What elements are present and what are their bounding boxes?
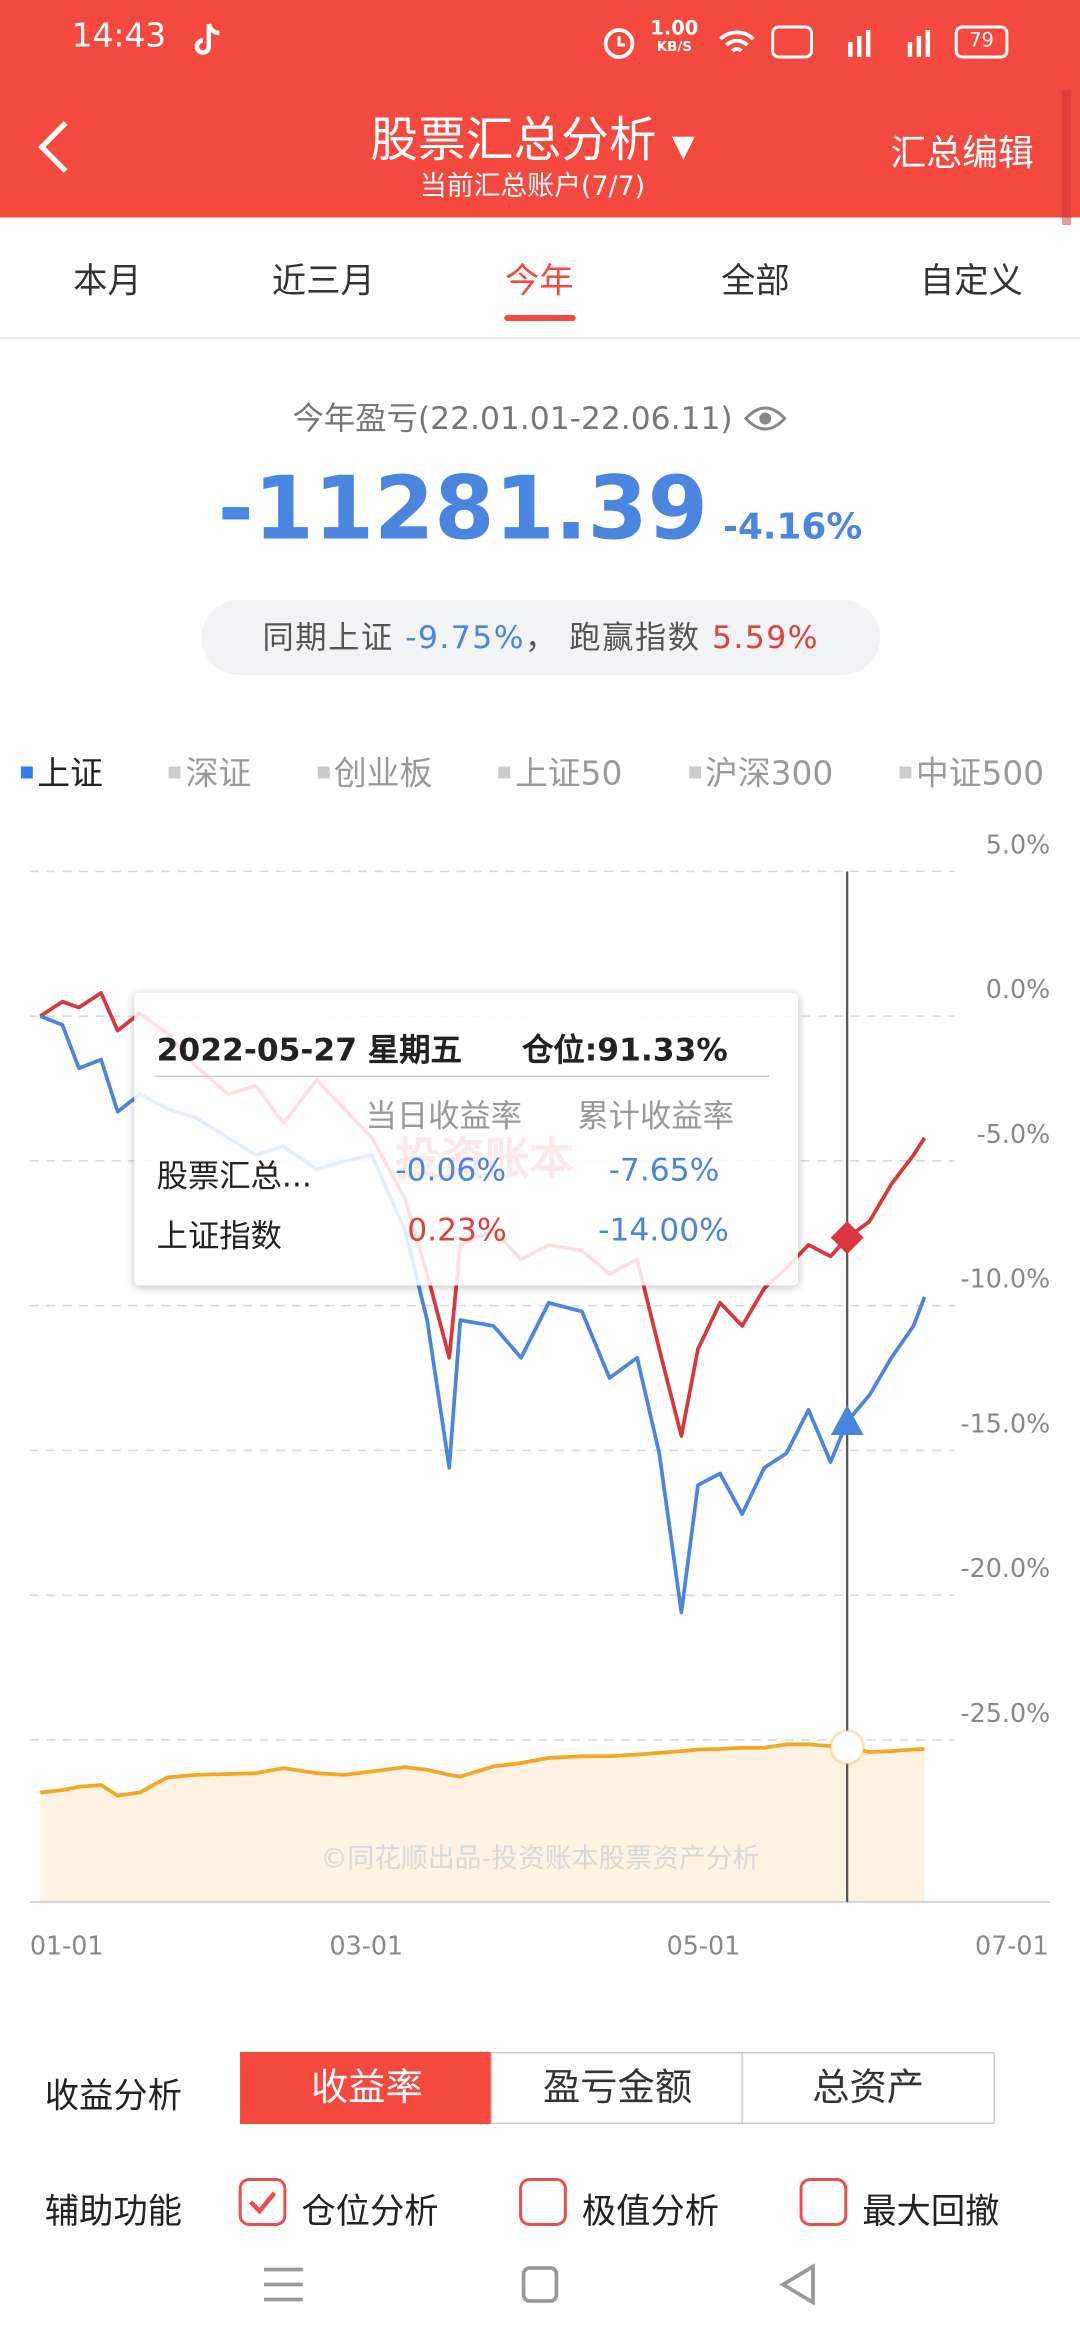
selected-marker — [830, 1404, 864, 1435]
profit-rate: -4.16% — [723, 505, 863, 548]
tooltip-header: 累计收益率 — [577, 1098, 734, 1134]
x-tick-label: 07-01 — [975, 1930, 1049, 1960]
x-tick-label: 01-01 — [30, 1930, 104, 1960]
chart-watermark: ©同花顺出品-投资账本股票资产分析 — [321, 1843, 760, 1874]
analysis-option[interactable]: 总资产 — [741, 2052, 995, 2124]
tooltip-cumulative: -7.65% — [608, 1152, 720, 1188]
period-tab[interactable]: 本月 — [73, 262, 142, 302]
title-text: 股票汇总分析 — [370, 111, 657, 168]
tooltip: 2022-05-27 星期五 仓位:91.33% 投资账本 当日收益率 累计收益… — [134, 993, 799, 1286]
alarm-icon — [603, 28, 635, 59]
comparison-pill: 同期上证 -9.75%， 跑赢指数 5.59% — [201, 600, 881, 675]
back-button[interactable] — [33, 117, 78, 177]
index-tab[interactable]: 深证 — [169, 747, 252, 795]
position-area-fill — [40, 1744, 925, 1902]
speed-value: 1.00 — [650, 18, 699, 41]
network-speed: 1.00 KB/S — [650, 20, 698, 59]
signal-icons — [719, 25, 931, 59]
selected-marker — [829, 1729, 866, 1766]
page-subtitle: 当前汇总账户(7/7) — [419, 171, 646, 203]
scrollbar — [1062, 90, 1072, 225]
checkbox-label[interactable]: 最大回撤 — [862, 2193, 1000, 2232]
separator: ， — [524, 619, 558, 656]
period-tab[interactable]: 全部 — [721, 262, 790, 302]
period-tab[interactable]: 近三月 — [271, 262, 375, 302]
x-tick-label: 03-01 — [330, 1930, 404, 1960]
tooltip-watermark: 投资账本 — [395, 1134, 575, 1187]
check-mark — [249, 2191, 277, 2215]
y-tick-label: 5.0% — [986, 829, 1050, 859]
checkbox[interactable] — [238, 2178, 287, 2226]
tiktok-icon — [194, 23, 220, 55]
checkbox-label[interactable]: 仓位分析 — [301, 2193, 439, 2232]
tooltip-cumulative: -14.00% — [598, 1212, 729, 1248]
period-tab[interactable]: 自定义 — [919, 262, 1023, 302]
x-tick-label: 05-01 — [667, 1930, 741, 1960]
y-tick-label: -25.0% — [961, 1698, 1051, 1728]
analysis-option[interactable]: 收益率 — [240, 2052, 494, 2124]
auxiliary-label: 辅助功能 — [44, 2193, 182, 2232]
profit-row: -11281.39 -4.16% — [0, 458, 1080, 560]
period-label: 今年盈亏(22.01.01-22.06.11) — [0, 395, 1080, 440]
dropdown-arrow: ▼ — [671, 127, 695, 164]
tooltip-date: 2022-05-27 星期五 — [156, 1032, 462, 1068]
edit-button[interactable]: 汇总编辑 — [890, 132, 1034, 174]
index-tab[interactable]: 沪深300 — [689, 747, 833, 795]
y-tick-label: -10.0% — [961, 1264, 1051, 1294]
divider — [0, 337, 1080, 339]
status-time: 14:43 — [71, 18, 167, 56]
y-tick-label: 0.0% — [986, 974, 1050, 1004]
index-tab[interactable]: 创业板 — [317, 747, 432, 795]
menu-button[interactable] — [264, 2267, 303, 2302]
tooltip-daily: 0.23% — [407, 1212, 507, 1248]
compare-value: -9.75% — [405, 619, 525, 656]
checkbox[interactable] — [799, 2178, 848, 2226]
page-title[interactable]: 股票汇总分析 ▼ — [0, 102, 1065, 171]
checkbox[interactable] — [519, 2178, 567, 2226]
tooltip-daily: -0.06% — [395, 1152, 507, 1188]
tooltip-position: 仓位:91.33% — [522, 1032, 728, 1068]
index-tab[interactable]: 上证50 — [499, 747, 622, 795]
index-tabs: 上证 深证 创业板 上证50 沪深300 中证500 — [21, 747, 1044, 795]
position-line — [40, 1742, 925, 1798]
profit-amount: -11281.39 — [217, 457, 708, 560]
y-tick-label: -15.0% — [961, 1408, 1051, 1438]
back-nav-button[interactable] — [779, 2263, 815, 2306]
index-tab[interactable]: 中证500 — [900, 747, 1044, 795]
tooltip-row-label: 上证指数 — [156, 1218, 282, 1254]
y-tick-label: -5.0% — [977, 1119, 1051, 1149]
index-tab[interactable]: 上证 — [21, 747, 103, 795]
header-background — [0, 0, 1080, 218]
period-text: 今年盈亏(22.01.01-22.06.11) — [292, 400, 733, 437]
beat-value: 5.59% — [712, 619, 819, 656]
beat-label: 跑赢指数 — [569, 619, 701, 656]
checkbox-label[interactable]: 极值分析 — [581, 2193, 720, 2232]
analysis-option[interactable]: 盈亏金额 — [490, 2052, 745, 2124]
home-button[interactable] — [521, 2266, 559, 2303]
eye-icon[interactable] — [743, 404, 788, 434]
tooltip-header: 当日收益率 — [365, 1098, 523, 1134]
y-tick-label: -20.0% — [961, 1553, 1051, 1583]
speed-unit: KB/S — [656, 40, 692, 56]
tooltip-row-label: 股票汇总... — [156, 1158, 312, 1194]
analysis-label: 收益分析 — [44, 2077, 182, 2117]
battery: 79 — [954, 25, 1009, 59]
tooltip-divider — [155, 1075, 770, 1077]
navigation-bar — [264, 2263, 815, 2306]
period-tab[interactable]: 今年 — [432, 252, 647, 321]
compare-label: 同期上证 — [262, 619, 394, 656]
